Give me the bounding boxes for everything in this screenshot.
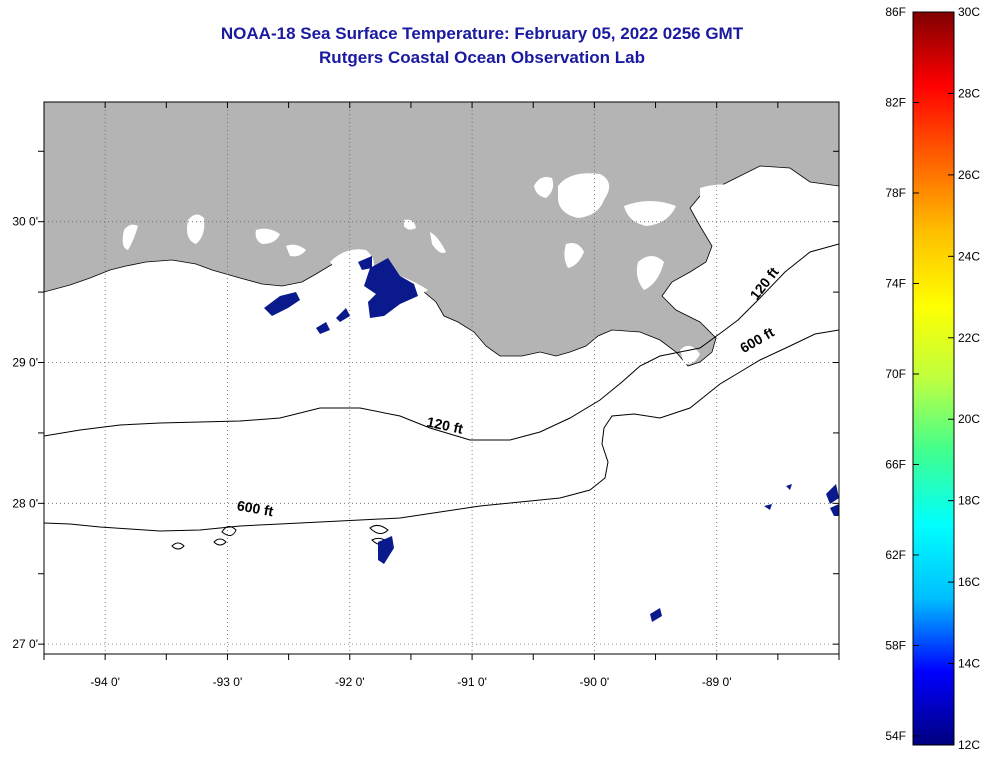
contour-600ft: [44, 329, 839, 532]
sst-patch: [316, 322, 330, 334]
cloud-patch: [122, 224, 138, 250]
map-subtitle: Rutgers Coastal Ocean Observation Lab: [319, 48, 645, 67]
map-frame: [43, 101, 840, 655]
cloud-patches: [122, 173, 742, 365]
map-title: NOAA-18 Sea Surface Temperature: Februar…: [220, 24, 744, 43]
colorbar-ticks: [913, 11, 954, 746]
lon-tick-label: -92 0': [335, 675, 365, 689]
cloud-patch: [700, 184, 742, 210]
colorbar-label-c: 26C: [958, 168, 980, 182]
cloud-patch: [286, 244, 306, 257]
axis-tick-labels: -94 0' -93 0' -92 0' -91 0' -90 0' -89 0' 30 0…: [12, 215, 731, 689]
lon-tick-label: -94 0': [90, 675, 120, 689]
sst-patch: [336, 308, 350, 322]
sst-patch: [764, 504, 772, 510]
colorbar-label-c: 18C: [958, 494, 980, 508]
lat-tick-label: 30 0': [12, 215, 38, 229]
colorbar-label-f: 82F: [885, 95, 906, 109]
sst-patches: [264, 256, 839, 622]
colorbar-label-f: 54F: [885, 729, 906, 743]
cloud-patch: [404, 219, 416, 230]
lat-tick-label: 28 0': [12, 496, 38, 510]
sst-patch: [830, 504, 839, 516]
lat-tick-label: 29 0': [12, 356, 38, 370]
colorbar-label-c: 20C: [958, 412, 980, 426]
colorbar-label-c: 30C: [958, 5, 980, 19]
colorbar-label-c: 16C: [958, 575, 980, 589]
sst-patch: [378, 536, 394, 564]
cloud-patch: [255, 228, 280, 244]
contour-label: 600 ft: [236, 497, 275, 519]
cloud-patch: [624, 201, 676, 226]
cloud-patch: [636, 256, 664, 290]
colorbar-label-c: 14C: [958, 657, 980, 671]
lon-tick-label: -93 0': [213, 675, 243, 689]
sst-patch: [264, 292, 300, 316]
lon-tick-label: -89 0': [702, 675, 732, 689]
colorbar-label-c: 22C: [958, 331, 980, 345]
graticule: [44, 102, 839, 654]
cloud-patch: [534, 177, 554, 198]
colorbar-labels: 86F 82F 78F 74F 70F 66F 62F 58F 54F 30C 28C 26C 24C 2…: [885, 5, 980, 752]
contour-120ft: [44, 243, 839, 441]
cloud-patch: [430, 232, 446, 253]
colorbar-label-f: 74F: [885, 276, 906, 290]
colorbar-label-f: 70F: [885, 367, 906, 381]
lon-tick-label: -90 0': [580, 675, 610, 689]
colorbar-label-c: 12C: [958, 738, 980, 752]
colorbar-label-c: 28C: [958, 86, 980, 100]
land-mass: [44, 102, 839, 367]
sst-patch: [650, 608, 662, 622]
colorbar: [912, 11, 955, 746]
cloud-patch: [680, 345, 700, 365]
lat-tick-label: 27 0': [12, 637, 38, 651]
axis-ticks: [38, 102, 840, 660]
sst-patch: [786, 484, 792, 490]
sst-patch: [826, 484, 839, 504]
colorbar-label-f: 66F: [885, 457, 906, 471]
colorbar-label-f: 58F: [885, 638, 906, 652]
colorbar-label-f: 86F: [885, 5, 906, 19]
colorbar-label-f: 62F: [885, 548, 906, 562]
sst-patch: [364, 258, 418, 318]
colorbar-label-f: 78F: [885, 186, 906, 200]
colorbar-label-c: 24C: [958, 249, 980, 263]
contour-label: 120 ft: [425, 414, 464, 437]
lon-tick-label: -91 0': [457, 675, 487, 689]
cloud-patch: [558, 173, 610, 218]
cloud-patch: [564, 243, 584, 268]
sst-patch: [358, 256, 372, 270]
